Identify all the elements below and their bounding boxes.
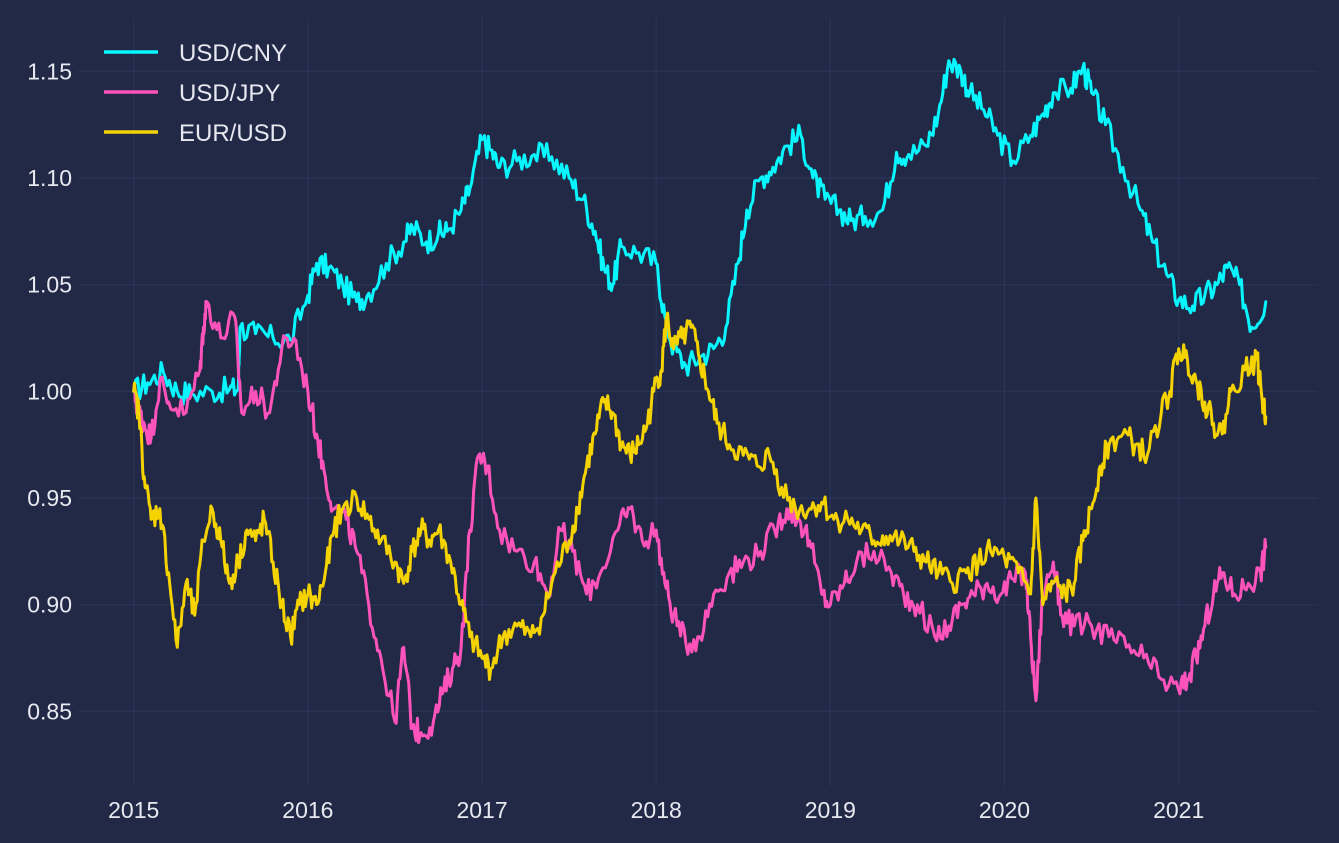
series-line-usd-jpy	[132, 299, 1268, 745]
y-tick-label: 0.95	[27, 485, 72, 511]
axis-ticks: 2015 2016 2017 2018 2019 2020 2021 0.85 0.90 0.95…	[27, 58, 1204, 823]
x-tick-label: 2020	[979, 797, 1030, 823]
y-tick-label: 1.05	[27, 272, 72, 298]
y-tick-label: 1.10	[27, 165, 72, 191]
legend-label: EUR/USD	[179, 120, 287, 147]
x-tick-label: 2015	[108, 797, 159, 823]
x-tick-label: 2018	[631, 797, 682, 823]
y-tick-label: 0.90	[27, 592, 72, 618]
legend: USD/CNY USD/JPY EUR/USD	[104, 40, 287, 147]
y-tick-label: 1.15	[27, 58, 72, 84]
x-tick-label: 2017	[456, 797, 507, 823]
x-tick-label: 2016	[282, 797, 333, 823]
x-tick-label: 2021	[1153, 797, 1204, 823]
legend-label: USD/JPY	[179, 80, 280, 107]
series-lines	[132, 57, 1268, 745]
series-line-eur-usd	[132, 311, 1268, 681]
y-tick-label: 0.85	[27, 698, 72, 724]
x-tick-label: 2019	[805, 797, 856, 823]
y-tick-label: 1.00	[27, 378, 72, 404]
legend-label: USD/CNY	[179, 40, 287, 67]
